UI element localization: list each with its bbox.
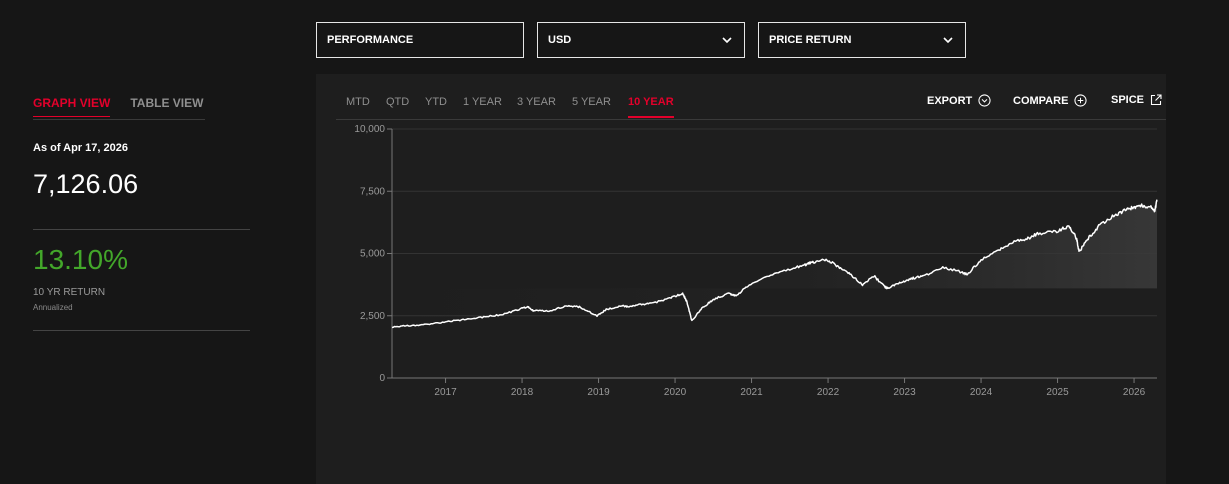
x-tick-label: 2019 xyxy=(587,387,610,398)
ticker-link[interactable]: SPICE xyxy=(1111,94,1162,106)
return-percent: 13.10% xyxy=(33,244,128,275)
period-tab-mtd[interactable]: MTD xyxy=(346,96,370,108)
chevron-circle-down-icon xyxy=(978,94,991,107)
export-button[interactable]: EXPORT xyxy=(927,94,991,107)
currency-select-label: USD xyxy=(548,34,572,46)
compare-button[interactable]: COMPARE xyxy=(1013,94,1088,107)
return-note: Annualized xyxy=(33,303,73,312)
performance-select[interactable]: PERFORMANCE xyxy=(316,22,524,58)
view-tabs: GRAPH VIEW TABLE VIEW xyxy=(33,96,203,117)
x-tick-label: 2018 xyxy=(511,387,534,398)
x-tick-label: 2024 xyxy=(970,387,993,398)
x-tick-label: 2020 xyxy=(664,387,687,398)
performance-select-label: PERFORMANCE xyxy=(327,34,414,46)
return-type-select[interactable]: PRICE RETURN xyxy=(758,22,966,58)
divider xyxy=(33,229,250,230)
currency-select[interactable]: USD xyxy=(537,22,745,58)
x-tick-label: 2017 xyxy=(434,387,457,398)
return-type-select-label: PRICE RETURN xyxy=(769,34,852,46)
x-tick-label: 2026 xyxy=(1123,387,1146,398)
period-tabs-divider xyxy=(336,119,1166,120)
tab-table-view[interactable]: TABLE VIEW xyxy=(130,96,204,110)
series-area xyxy=(392,200,1157,328)
external-link-icon xyxy=(1150,94,1162,106)
chevron-down-icon xyxy=(943,37,953,44)
tab-divider xyxy=(33,119,205,120)
y-tick-label: 0 xyxy=(379,373,385,384)
y-tick-label: 10,000 xyxy=(354,124,385,135)
y-tick-label: 7,500 xyxy=(360,186,385,197)
x-tick-label: 2021 xyxy=(740,387,763,398)
x-tick-label: 2023 xyxy=(893,387,916,398)
return-label: 10 YR RETURN xyxy=(33,287,106,298)
plus-circle-icon xyxy=(1074,94,1088,107)
chevron-down-icon xyxy=(722,37,732,44)
period-tab-1y[interactable]: 1 YEAR xyxy=(463,96,502,108)
series-line xyxy=(391,199,1158,329)
index-level: 7,126.06 xyxy=(33,169,139,199)
period-tab-3y[interactable]: 3 YEAR xyxy=(517,96,556,108)
export-label: EXPORT xyxy=(927,94,973,107)
x-tick-label: 2025 xyxy=(1046,387,1069,398)
y-tick-label: 2,500 xyxy=(360,311,385,322)
period-tab-10y[interactable]: 10 YEAR xyxy=(628,96,674,118)
period-tab-qtd[interactable]: QTD xyxy=(386,96,410,108)
performance-chart[interactable]: 0 2,500 5,000 7,500 10,000 2017 2018 2019 2020 20… xyxy=(336,122,1161,407)
divider xyxy=(33,330,250,331)
period-tab-ytd[interactable]: YTD xyxy=(425,96,447,108)
y-tick-label: 5,000 xyxy=(360,249,385,260)
as-of-date: As of Apr 17, 2026 xyxy=(33,142,128,154)
compare-label: COMPARE xyxy=(1013,94,1069,107)
x-tick-label: 2022 xyxy=(817,387,840,398)
ticker-label: SPICE xyxy=(1111,94,1145,106)
period-tab-5y[interactable]: 5 YEAR xyxy=(572,96,611,108)
tab-graph-view[interactable]: GRAPH VIEW xyxy=(33,96,111,117)
